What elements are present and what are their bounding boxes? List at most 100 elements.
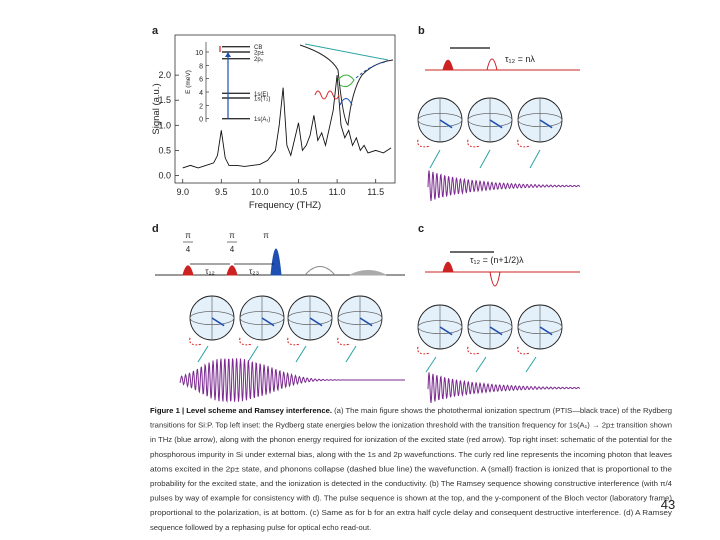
y-tick-label: 0.5 bbox=[158, 145, 171, 155]
connector bbox=[197, 345, 209, 363]
plot-frame bbox=[174, 34, 396, 184]
transition-arrowhead bbox=[225, 52, 231, 57]
caption-line: in THz (blue arrow), along with the phon… bbox=[150, 435, 672, 444]
bloch-vector bbox=[309, 317, 323, 327]
connector bbox=[429, 149, 441, 169]
x-tick-label: 11.0 bbox=[329, 187, 346, 197]
spectrum-line bbox=[182, 75, 392, 169]
x-tick-label: 11.5 bbox=[367, 187, 384, 197]
connector bbox=[247, 345, 259, 363]
pulse-label: 4 bbox=[186, 245, 191, 254]
y-axis-label: Signal (a.u.) bbox=[151, 83, 162, 134]
bloch-arrow bbox=[287, 337, 300, 346]
x-tick-label: 10.5 bbox=[290, 187, 308, 197]
pulse-outline bbox=[486, 58, 498, 71]
bloch-arrow bbox=[517, 139, 530, 148]
energy-level-label: 1s(E) bbox=[254, 92, 268, 98]
panel-label: d bbox=[152, 223, 159, 235]
signal-trace bbox=[427, 372, 581, 403]
bloch-arrow bbox=[517, 346, 530, 355]
pulse bbox=[226, 265, 238, 276]
connector bbox=[529, 149, 541, 169]
caption-text: probability for the excited state, and t… bbox=[150, 479, 672, 488]
bloch-vector bbox=[211, 317, 225, 327]
pulse bbox=[182, 265, 194, 276]
bloch-arrow bbox=[417, 346, 430, 355]
pulse bbox=[442, 261, 454, 273]
wavefunction-1s bbox=[339, 98, 353, 106]
caption-line: sequence followed by a rephasing pulse f… bbox=[150, 523, 371, 532]
connector bbox=[295, 345, 307, 363]
inset-y-tick-label: 0 bbox=[199, 117, 203, 124]
delay-label: τ₂₃ bbox=[249, 266, 259, 276]
energy-level-label: 1s(A₁) bbox=[254, 117, 270, 123]
bloch-vector bbox=[439, 119, 453, 129]
pulse-label: π bbox=[263, 231, 269, 240]
x-axis-label: Frequency (THZ) bbox=[249, 200, 321, 211]
bloch-vector bbox=[359, 317, 373, 327]
bloch-arrow bbox=[337, 337, 350, 346]
connector bbox=[479, 149, 491, 169]
inset-y-tick-label: 8 bbox=[199, 63, 203, 70]
caption-line: pulses by way of example for consistency… bbox=[150, 494, 672, 503]
inset-y-label: E (meV) bbox=[185, 70, 192, 94]
delay-label: τ₁₂ bbox=[205, 266, 215, 276]
connector bbox=[475, 356, 487, 373]
bias-line bbox=[304, 43, 389, 61]
caption-line: atoms excited in the 2p± state, and phon… bbox=[150, 464, 672, 473]
y-tick-label: 2.0 bbox=[158, 70, 171, 80]
pulse-label: π bbox=[229, 231, 235, 240]
signal-trace bbox=[179, 358, 405, 404]
bloch-vector bbox=[489, 326, 503, 336]
y-tick-label: 1.0 bbox=[158, 120, 171, 130]
delay-label: τ₁₂ = nλ bbox=[505, 54, 535, 64]
inset-y-tick-label: 6 bbox=[199, 77, 203, 84]
panel-label: b bbox=[418, 25, 425, 37]
caption-text: (a) The main figure shows the phototherm… bbox=[332, 406, 672, 415]
pulse bbox=[270, 248, 282, 276]
connector bbox=[345, 345, 357, 363]
caption-line: Figure 1 | Level scheme and Ramsey inter… bbox=[150, 406, 672, 415]
x-tick-label: 9.5 bbox=[215, 187, 228, 197]
bloch-arrow bbox=[417, 139, 430, 148]
pulse-label: π bbox=[185, 231, 191, 240]
energy-level-label: 2p₀ bbox=[254, 57, 264, 63]
caption-text: sequence followed by a rephasing pulse f… bbox=[150, 523, 371, 532]
x-tick-label: 9.0 bbox=[176, 187, 189, 197]
caption-text: phosphorous impurity in Si under externa… bbox=[150, 450, 672, 459]
inset-y-tick-label: 4 bbox=[199, 90, 203, 97]
bloch-arrow bbox=[467, 346, 480, 355]
x-tick-label: 10.0 bbox=[251, 187, 269, 197]
bloch-vector bbox=[261, 317, 275, 327]
bloch-vector bbox=[539, 119, 553, 129]
bloch-arrow bbox=[239, 337, 252, 346]
y-tick-label: 1.5 bbox=[158, 95, 171, 105]
caption-line: phosphorous impurity in Si under externa… bbox=[150, 450, 672, 459]
potential-curve bbox=[299, 44, 394, 127]
bloch-vector bbox=[539, 326, 553, 336]
bloch-arrow bbox=[189, 337, 202, 346]
bloch-arrow bbox=[467, 139, 480, 148]
caption-text: atoms excited in the 2p± state, and phon… bbox=[150, 464, 672, 473]
energy-level-label: CB bbox=[254, 45, 262, 51]
pulse-label: 4 bbox=[230, 245, 235, 254]
signal-trace bbox=[427, 170, 581, 201]
pulse-outline bbox=[489, 271, 501, 287]
caption-line: probability for the excited state, and t… bbox=[150, 479, 672, 488]
panel-label: a bbox=[152, 25, 159, 37]
pulse bbox=[442, 59, 454, 71]
caption-text: transitions for Si:P. Top left inset: th… bbox=[150, 421, 672, 430]
wavefunction-2p bbox=[337, 74, 355, 88]
page-number: 43 bbox=[661, 497, 675, 512]
caption-text: in THz (blue arrow), along with the phon… bbox=[150, 435, 672, 444]
caption-line: transitions for Si:P. Top left inset: th… bbox=[150, 421, 672, 430]
connector bbox=[425, 356, 437, 373]
bloch-vector bbox=[439, 326, 453, 336]
collapse-dash bbox=[355, 61, 387, 79]
echo-pulse bbox=[349, 270, 387, 276]
inset-y-tick-label: 10 bbox=[195, 50, 203, 57]
y-tick-label: 0.0 bbox=[158, 170, 171, 180]
photon-curl bbox=[314, 90, 340, 100]
